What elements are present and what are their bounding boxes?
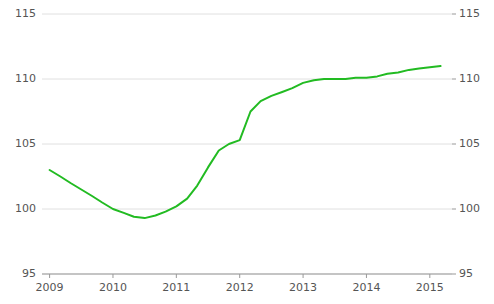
grid-line — [42, 209, 452, 210]
y2-tick-label: 115 — [459, 7, 480, 20]
y-tick-label: 105 — [15, 137, 36, 150]
y-tick-label: 95 — [22, 267, 36, 280]
y2-tick — [452, 274, 456, 275]
y2-tick — [452, 144, 456, 145]
y-tick-label: 115 — [15, 7, 36, 20]
y-tick-label: 110 — [15, 72, 36, 85]
y2-tick-label: 110 — [459, 72, 480, 85]
chart-container: 95 100 105 110 115 95 100 105 110 115 2009 2010 2011… — [0, 0, 494, 304]
y-tick-label: 100 — [15, 202, 36, 215]
y2-tick-label: 100 — [459, 202, 480, 215]
line — [50, 66, 441, 218]
x-tick-label: 2009 — [36, 281, 64, 294]
y2-tick — [452, 14, 456, 15]
x-axis: 2009 2010 2011 2012 2013 2014 2015 — [36, 274, 452, 294]
x-tick — [176, 274, 177, 278]
grid-line — [42, 14, 452, 15]
x-tick — [49, 274, 50, 278]
grid-line — [42, 274, 452, 275]
grid-line — [42, 144, 452, 145]
x-tick — [429, 274, 430, 278]
y2-tick — [452, 209, 456, 210]
x-tick-label: 2014 — [352, 281, 380, 294]
x-tick — [366, 274, 367, 278]
y2-axis: 95 100 105 110 115 — [452, 7, 480, 280]
x-tick — [239, 274, 240, 278]
x-tick-label: 2010 — [99, 281, 127, 294]
x-tick-label: 2015 — [416, 281, 444, 294]
y2-tick-label: 105 — [459, 137, 480, 150]
x-tick-label: 2013 — [289, 281, 317, 294]
x-axis-line — [42, 274, 452, 275]
grid — [42, 14, 452, 274]
y2-tick-label: 95 — [459, 267, 473, 280]
y-axis: 95 100 105 110 115 — [15, 7, 36, 280]
chart: 95 100 105 110 115 95 100 105 110 115 2009 2010 2011… — [0, 0, 494, 304]
x-tick — [112, 274, 113, 278]
x-tick — [303, 274, 304, 278]
x-tick-label: 2011 — [162, 281, 190, 294]
y2-tick — [452, 79, 456, 80]
grid-line — [42, 79, 452, 80]
plot-area — [50, 66, 441, 218]
x-tick-label: 2012 — [226, 281, 254, 294]
